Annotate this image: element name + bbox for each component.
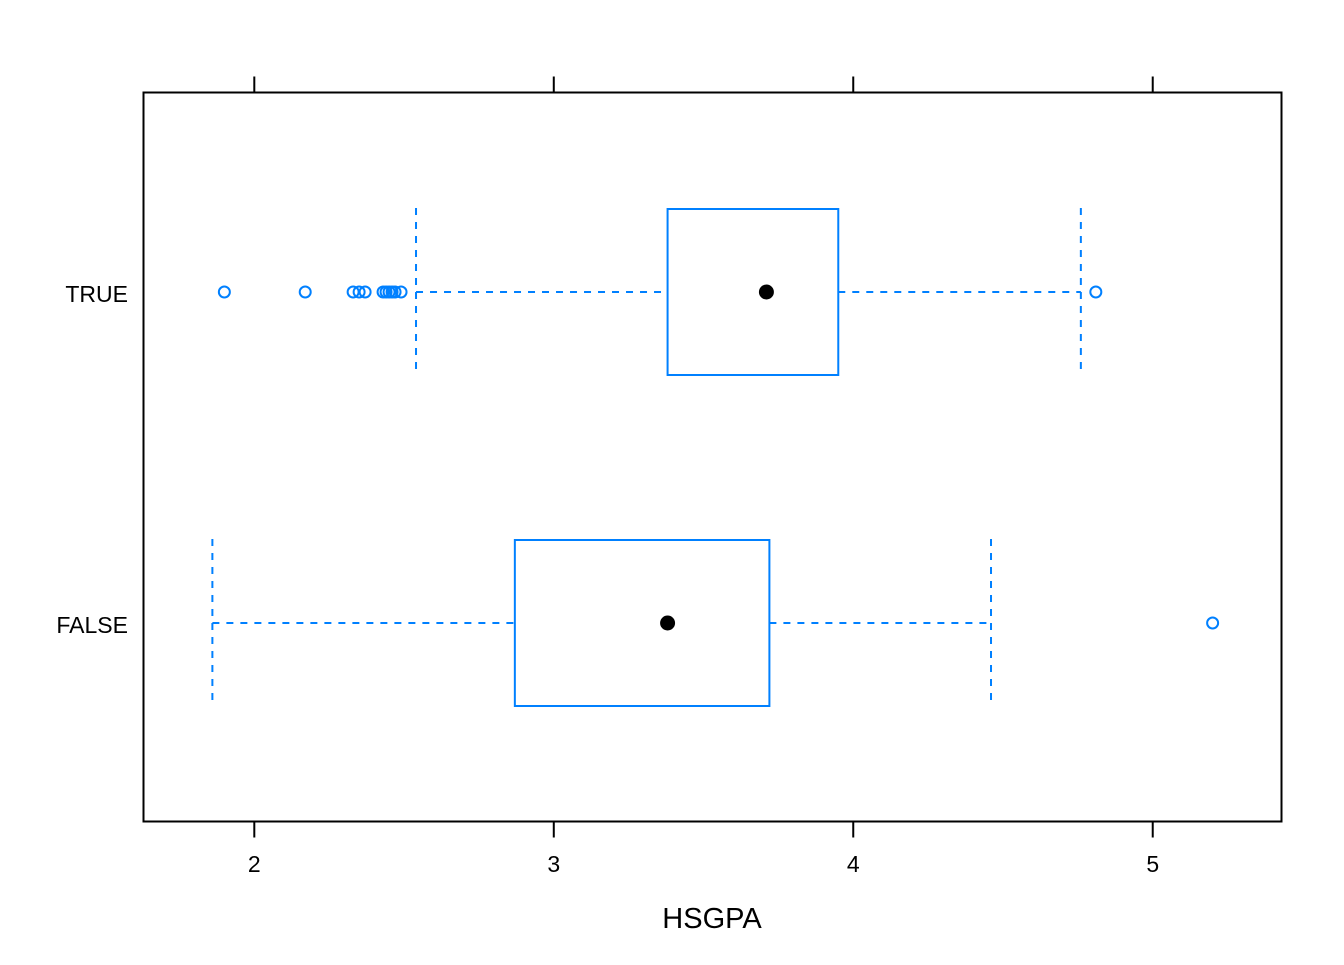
iqr-box [513, 539, 771, 707]
outlier-point [217, 285, 231, 299]
outlier-point [388, 285, 402, 299]
outlier-point [1206, 616, 1220, 630]
category-label: FALSE [56, 612, 128, 638]
iqr-box [666, 208, 840, 376]
plot-frame [142, 91, 1283, 823]
x-tick-labels: 2 3 4 5 [248, 851, 1159, 877]
bottom-axis-ticks [253, 821, 1154, 838]
box-group-false [211, 539, 1220, 707]
median-dot [660, 615, 676, 631]
x-axis-label: HSGPA [662, 903, 762, 935]
outlier-point [352, 285, 366, 299]
outlier-point [394, 285, 408, 299]
outlier-point [358, 285, 372, 299]
category-labels: TRUE FALSE [56, 281, 128, 638]
category-label: TRUE [65, 281, 128, 307]
x-tick-label: 3 [547, 851, 560, 877]
outlier-point [298, 285, 312, 299]
top-axis-ticks [253, 76, 1154, 93]
x-tick-label: 5 [1146, 851, 1159, 877]
box-series [211, 208, 1220, 707]
median-dot [758, 284, 774, 300]
box-group-true [217, 208, 1103, 376]
x-tick-label: 4 [847, 851, 860, 877]
outlier-point [1089, 285, 1103, 299]
x-tick-label: 2 [248, 851, 261, 877]
